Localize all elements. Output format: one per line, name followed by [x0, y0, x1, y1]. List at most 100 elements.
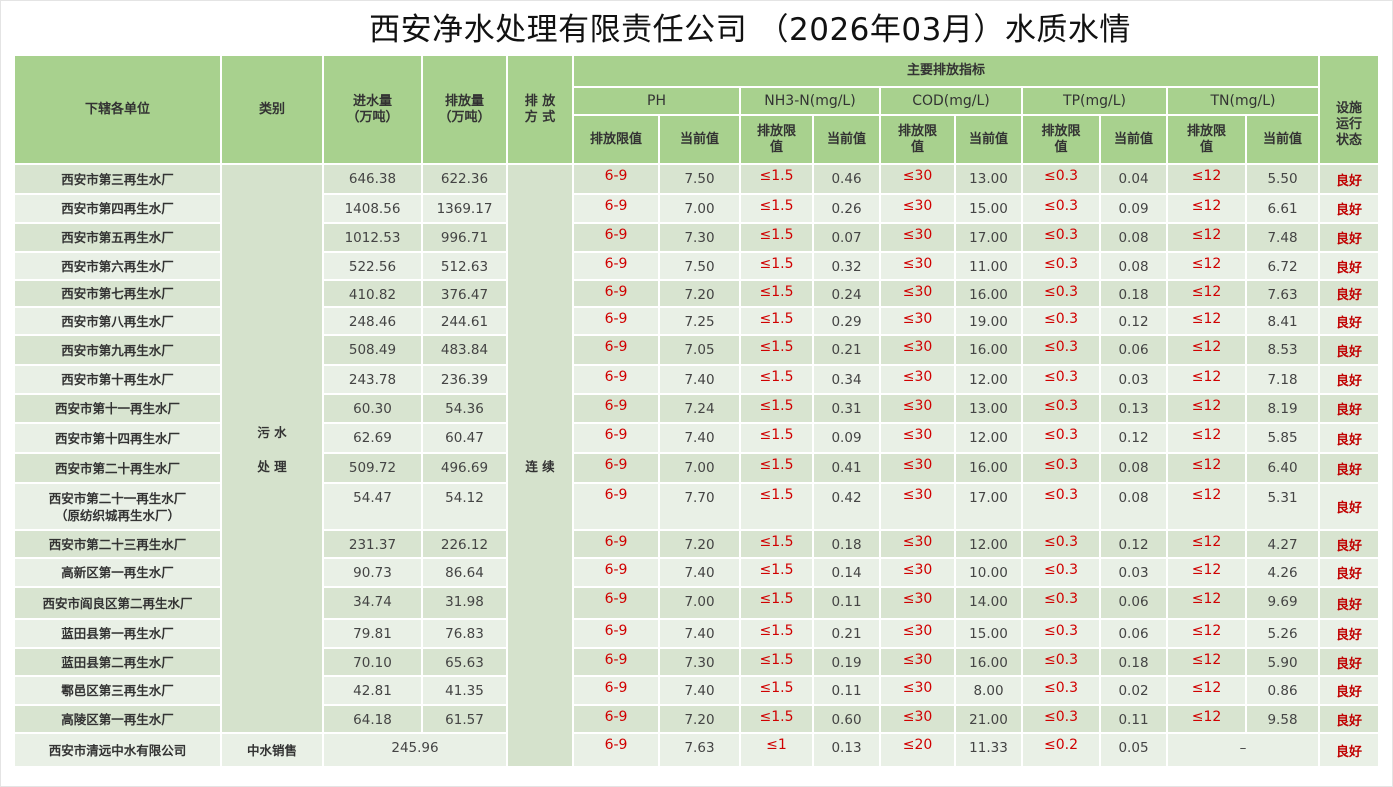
ph-lim-cell: 6-9 — [574, 734, 658, 766]
in-cell: 243.78 — [324, 366, 421, 393]
ph-lim-cell: 6-9 — [574, 424, 658, 452]
in-cell: 646.38 — [324, 165, 421, 193]
out-cell: 61.57 — [423, 706, 506, 732]
status-cell: 良好 — [1320, 677, 1378, 704]
tn-cell: 5.90 — [1247, 649, 1318, 675]
cod-cell: 19.00 — [956, 308, 1021, 334]
tn-lim-cell: ≤12 — [1168, 366, 1245, 393]
ph-lim-cell: 6-9 — [574, 336, 658, 364]
tp-lim-cell: ≤0.3 — [1023, 336, 1099, 364]
tp-cell: 0.08 — [1101, 253, 1166, 279]
cod-cell: 12.00 — [956, 424, 1021, 452]
out-cell: 483.84 — [423, 336, 506, 364]
cod-cell: 12.00 — [956, 366, 1021, 393]
nh-lim-cell: ≤1.5 — [741, 224, 812, 251]
tp-cell: 0.08 — [1101, 454, 1166, 482]
status-cell: 良好 — [1320, 620, 1378, 647]
tn-lim-cell: ≤12 — [1168, 706, 1245, 732]
cod-lim-cell: ≤30 — [881, 336, 954, 364]
tn-lim-cell: ≤12 — [1168, 224, 1245, 251]
ph-cell: 7.30 — [660, 649, 739, 675]
tp-lim-cell: ≤0.3 — [1023, 195, 1099, 222]
tp-lim-cell: ≤0.3 — [1023, 531, 1099, 557]
header-tn-current: 当前值 — [1247, 116, 1318, 163]
cod-lim-cell: ≤30 — [881, 195, 954, 222]
header-method: 排 放 方 式 — [508, 56, 572, 163]
nh-lim-cell: ≤1.5 — [741, 559, 812, 586]
ph-cell: 7.50 — [660, 253, 739, 279]
unit-name: 西安市第三再生水厂 — [15, 165, 220, 193]
ph-cell: 7.20 — [660, 531, 739, 557]
tp-lim-cell: ≤0.3 — [1023, 281, 1099, 306]
tn-cell: 6.61 — [1247, 195, 1318, 222]
ph-lim-cell: 6-9 — [574, 308, 658, 334]
tn-lim-cell: ≤12 — [1168, 253, 1245, 279]
tp-cell: 0.13 — [1101, 395, 1166, 422]
nh-cell: 0.09 — [814, 424, 879, 452]
cod-cell: 15.00 — [956, 620, 1021, 647]
tn-lim-cell: ≤12 — [1168, 531, 1245, 557]
tp-lim-cell: ≤0.3 — [1023, 706, 1099, 732]
out-cell: 1369.17 — [423, 195, 506, 222]
nh-cell: 0.11 — [814, 677, 879, 704]
tp-lim-cell: ≤0.3 — [1023, 620, 1099, 647]
ph-cell: 7.50 — [660, 165, 739, 193]
out-cell: 86.64 — [423, 559, 506, 586]
unit-name: 蓝田县第一再生水厂 — [15, 620, 220, 647]
tn-cell: 8.19 — [1247, 395, 1318, 422]
cod-cell: 14.00 — [956, 588, 1021, 618]
header-main-indicators: 主要排放指标 — [574, 56, 1318, 86]
nh-lim-cell: ≤1.5 — [741, 366, 812, 393]
tn-lim-cell: ≤12 — [1168, 195, 1245, 222]
nh-cell: 0.13 — [814, 734, 879, 766]
cod-cell: 17.00 — [956, 224, 1021, 251]
nh-lim-cell: ≤1.5 — [741, 649, 812, 675]
tp-cell: 0.04 — [1101, 165, 1166, 193]
header-cod: COD(mg/L) — [881, 88, 1021, 114]
tp-lim-cell: ≤0.3 — [1023, 454, 1099, 482]
tn-cell: 5.31 — [1247, 484, 1318, 529]
status-cell: 良好 — [1320, 484, 1378, 529]
table-row: 西安市清远中水有限公司 中水销售 245.96 6-9 7.63 ≤1 0.13 ≤20 11.… — [15, 734, 1378, 766]
out-cell: 236.39 — [423, 366, 506, 393]
nh-lim-cell: ≤1.5 — [741, 195, 812, 222]
cod-lim-cell: ≤30 — [881, 308, 954, 334]
nh-lim-cell: ≤1.5 — [741, 336, 812, 364]
status-cell: 良好 — [1320, 224, 1378, 251]
header-cod-current: 当前值 — [956, 116, 1021, 163]
status-cell: 良好 — [1320, 253, 1378, 279]
nh-cell: 0.19 — [814, 649, 879, 675]
tp-lim-cell: ≤0.3 — [1023, 424, 1099, 452]
tp-lim-cell: ≤0.3 — [1023, 677, 1099, 704]
unit-name: 西安市第五再生水厂 — [15, 224, 220, 251]
nh-cell: 0.26 — [814, 195, 879, 222]
tn-lim-cell: ≤12 — [1168, 649, 1245, 675]
cod-lim-cell: ≤30 — [881, 281, 954, 306]
in-cell: 62.69 — [324, 424, 421, 452]
unit-name: 西安市清远中水有限公司 — [15, 734, 220, 766]
header-status: 设施 运行 状态 — [1320, 56, 1378, 163]
tp-cell: 0.03 — [1101, 366, 1166, 393]
tn-lim-cell: ≤12 — [1168, 308, 1245, 334]
cod-lim-cell: ≤30 — [881, 366, 954, 393]
table-row: 高新区第一再生水厂 90.73 86.64 6-9 7.40 ≤1.5 0.14 ≤30 10.… — [15, 559, 1378, 586]
status-cell: 良好 — [1320, 706, 1378, 732]
table-row: 蓝田县第一再生水厂 79.81 76.83 6-9 7.40 ≤1.5 0.21 ≤30 15.… — [15, 620, 1378, 647]
cod-lim-cell: ≤30 — [881, 165, 954, 193]
ph-lim-cell: 6-9 — [574, 253, 658, 279]
cod-cell: 15.00 — [956, 195, 1021, 222]
nh-lim-cell: ≤1.5 — [741, 308, 812, 334]
table-row: 高陵区第一再生水厂 64.18 61.57 6-9 7.20 ≤1.5 0.60 ≤30 21.… — [15, 706, 1378, 732]
tn-cell: 8.53 — [1247, 336, 1318, 364]
nh-cell: 0.34 — [814, 366, 879, 393]
nh-cell: 0.18 — [814, 531, 879, 557]
tn-lim-cell: ≤12 — [1168, 165, 1245, 193]
unit-name: 西安市第十一再生水厂 — [15, 395, 220, 422]
out-cell: 54.12 — [423, 484, 506, 529]
out-cell: 31.98 — [423, 588, 506, 618]
status-cell: 良好 — [1320, 336, 1378, 364]
in-cell: 248.46 — [324, 308, 421, 334]
in-cell: 1012.53 — [324, 224, 421, 251]
nh-cell: 0.07 — [814, 224, 879, 251]
header-category: 类别 — [222, 56, 322, 163]
